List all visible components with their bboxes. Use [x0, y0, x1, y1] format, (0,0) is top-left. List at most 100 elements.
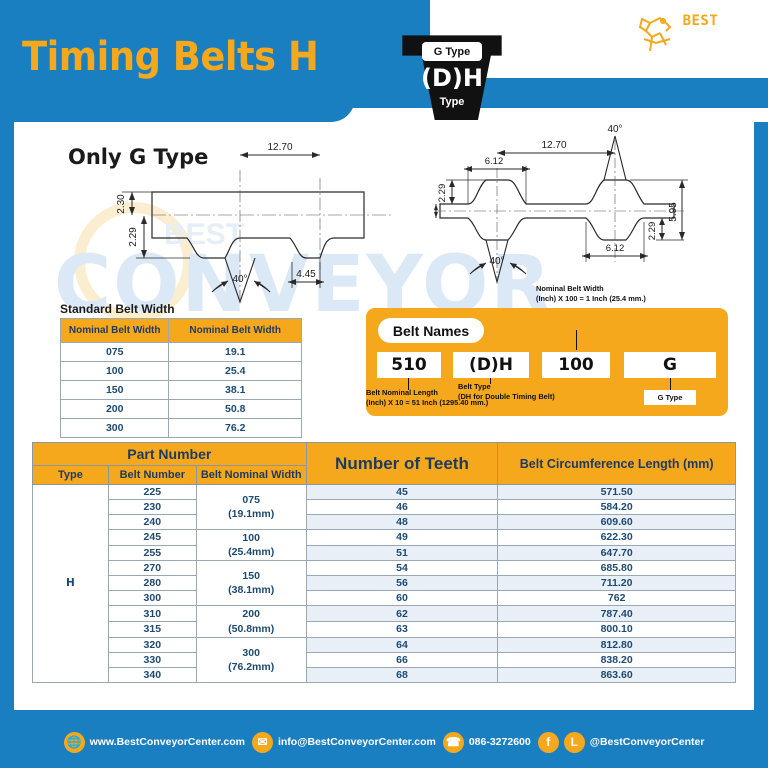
cell-circumference: 711.20	[497, 575, 736, 592]
logo-line-1: BEST	[682, 12, 719, 29]
leader-line-length	[408, 378, 409, 390]
leader-line-width	[576, 330, 577, 350]
globe-icon: 🌐	[63, 731, 85, 753]
svg-text:12.70: 12.70	[541, 140, 566, 151]
svg-text:5.95: 5.95	[668, 202, 679, 222]
cell-belt-number: 330	[107, 651, 197, 668]
badge-pill-label: G Type	[422, 42, 482, 61]
svg-text:6.12: 6.12	[606, 243, 625, 254]
cell-belt-nominal-width: 300 (76.2mm)	[195, 636, 307, 683]
svg-text:12.70: 12.70	[267, 142, 292, 153]
cell-number-of-teeth: 62	[305, 605, 499, 623]
header-belt-nominal-width: Belt Nominal Width	[195, 465, 307, 485]
leader-line-gtype	[670, 378, 671, 390]
footer-phone-text: 086-3272600	[468, 736, 531, 748]
cell-circumference: 863.60	[497, 666, 736, 683]
cell-belt-number: 255	[107, 544, 197, 562]
cell-belt-number: 300	[107, 590, 197, 607]
table-header-row: Nominal Belt Width Nominal Belt Width	[59, 318, 302, 343]
belt-names-gtype-chip: G Type	[644, 390, 696, 405]
sbw-nominal-code: 300	[59, 418, 170, 438]
table-row: 280 56 711.20	[33, 575, 736, 592]
cell-circumference: 838.20	[497, 651, 736, 668]
facebook-icon[interactable]: f	[537, 731, 559, 753]
width-code: 150	[242, 570, 260, 583]
width-code: 200	[242, 608, 260, 621]
cell-circumference: 647.70	[497, 544, 736, 562]
svg-text:2.30: 2.30	[116, 194, 127, 214]
belt-names-width-note: Nominal Belt Width (Inch) X 100 = 1 Inch…	[536, 284, 726, 303]
cell-number-of-teeth: 60	[305, 590, 499, 607]
svg-text:40°: 40°	[232, 274, 247, 285]
badge-main-label: (D)H	[421, 64, 483, 92]
cell-belt-number: 230	[107, 499, 197, 515]
title-plate-lower	[0, 98, 355, 122]
page-header: Timing Belts H G Type (D)H Type	[0, 0, 768, 122]
logo-wordmark: BEST CONVEYOR CENTER	[682, 12, 754, 56]
sbw-nominal-code: 200	[59, 399, 170, 419]
footer-social-text: @BestConveyorCenter	[589, 736, 705, 748]
table-row: 240 48 609.60	[33, 514, 736, 530]
left-diagram-title: Only G Type	[68, 145, 209, 169]
badge-sub-label: Type	[439, 96, 465, 108]
table-row: 245 100 (25.4mm) 49 622.30	[33, 528, 736, 562]
standard-belt-width-title: Standard Belt Width	[60, 302, 175, 316]
cell-circumference: 762	[497, 590, 736, 607]
cell-number-of-teeth: 48	[305, 514, 499, 530]
cell-number-of-teeth: 49	[305, 529, 499, 546]
cell-number-of-teeth: 54	[305, 560, 499, 577]
content-card: BEST CONVEYOR สายพานลำเลียง Only G Type …	[14, 110, 754, 710]
footer-website[interactable]: 🌐 www.BestConveyorCenter.com	[63, 731, 245, 753]
length-note-line-2: (Inch) X 10 = 51 Inch (1295.40 mm.)	[366, 397, 489, 407]
cell-circumference: 787.40	[497, 605, 736, 623]
sbw-col-header-1: Nominal Belt Width	[59, 318, 170, 343]
cell-number-of-teeth: 46	[305, 499, 499, 515]
leader-line-type	[490, 378, 491, 384]
table-row: H 225 075 (19.1mm) 45 571.50	[32, 484, 736, 683]
contact-footer: 🌐 www.BestConveyorCenter.com ✉ info@Best…	[0, 716, 768, 768]
g-type-badge: G Type (D)H Type	[398, 28, 506, 120]
cell-type: H	[32, 484, 109, 683]
belt-name-field-gtype: G	[624, 352, 716, 378]
table-row: 200 50.8	[59, 399, 302, 419]
svg-text:6.12: 6.12	[485, 156, 504, 167]
svg-text:4.45: 4.45	[296, 269, 316, 280]
cell-belt-number: 240	[107, 514, 197, 530]
cell-number-of-teeth: 66	[305, 651, 499, 668]
cell-circumference: 622.30	[497, 529, 736, 546]
footer-social[interactable]: f L @BestConveyorCenter	[537, 731, 705, 753]
cell-number-of-teeth: 45	[305, 484, 499, 500]
table-row: 075 19.1	[59, 342, 302, 362]
sbw-nominal-mm: 38.1	[168, 380, 302, 400]
cell-belt-number: 340	[107, 666, 197, 683]
width-mm: (50.8mm)	[228, 622, 275, 635]
cell-number-of-teeth: 63	[305, 621, 499, 638]
sbw-nominal-mm: 50.8	[168, 399, 302, 419]
table-row: 315 63 800.10	[33, 621, 736, 638]
table-row: 100 25.4	[59, 361, 302, 381]
sbw-nominal-mm: 76.2	[168, 418, 302, 438]
header-belt-number: Belt Number	[107, 465, 197, 485]
cell-belt-number: 280	[107, 575, 197, 592]
line-icon[interactable]: L	[563, 731, 585, 753]
sbw-nominal-code: 150	[59, 380, 170, 400]
width-mm: (76.2mm)	[228, 660, 275, 673]
cell-circumference: 584.20	[497, 499, 736, 515]
cell-belt-nominal-width: 100 (25.4mm)	[195, 528, 307, 562]
cell-number-of-teeth: 68	[305, 666, 499, 683]
type-note-line-1: Belt Type	[458, 382, 491, 391]
belt-names-length-note: Belt Nominal Length (Inch) X 10 = 51 Inc…	[366, 388, 516, 407]
page-title: Timing Belts H	[22, 34, 319, 80]
footer-email[interactable]: ✉ info@BestConveyorCenter.com	[251, 731, 436, 753]
cell-circumference: 609.60	[497, 514, 736, 530]
cell-circumference: 812.80	[497, 636, 736, 653]
table-row: 300 76.2	[59, 418, 302, 438]
table-row: 340 68 863.60	[33, 666, 736, 683]
conveyor-logo-icon	[638, 16, 671, 52]
cell-number-of-teeth: 51	[305, 544, 499, 562]
svg-text:40°: 40°	[607, 124, 622, 135]
table-row: 300 60 762	[33, 590, 736, 607]
phone-icon: ☎	[442, 731, 464, 753]
footer-phone[interactable]: ☎ 086-3272600	[442, 731, 531, 753]
